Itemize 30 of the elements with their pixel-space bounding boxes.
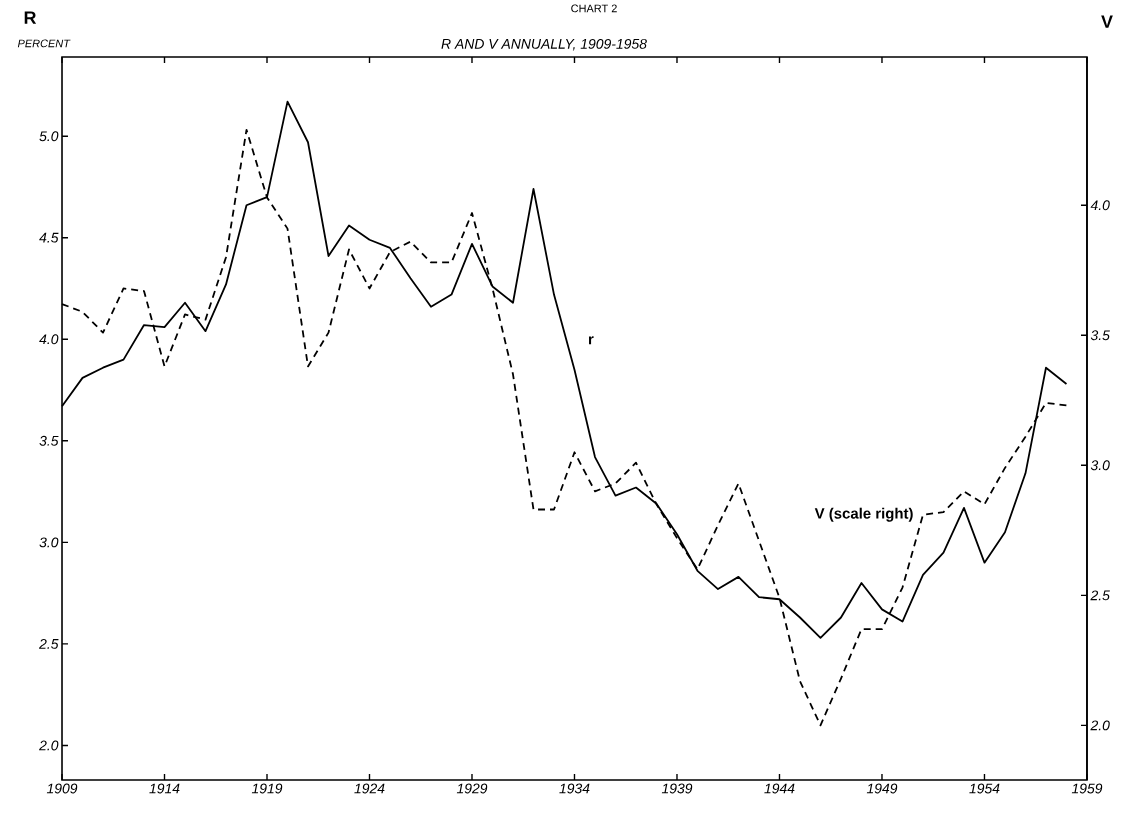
y-tick-label: 3.0 bbox=[39, 537, 59, 548]
x-tick-label: 1934 bbox=[559, 783, 590, 794]
y-tick-label: 5.0 bbox=[39, 131, 59, 142]
x-tick-label: 1954 bbox=[969, 783, 1000, 794]
x-tick-label: 1924 bbox=[354, 783, 385, 794]
x-tick-label: 1959 bbox=[1071, 783, 1103, 794]
y-tick-label: 2.5 bbox=[39, 638, 59, 649]
series-label: r bbox=[588, 336, 594, 345]
y2-tick-label: 4.0 bbox=[1090, 200, 1110, 211]
y2-tick-label: 3.0 bbox=[1090, 460, 1110, 471]
x-tick-label: 1949 bbox=[866, 783, 898, 794]
y2-axis-title: V bbox=[1101, 15, 1113, 28]
x-tick-label: 1929 bbox=[456, 783, 488, 794]
y2-tick-label: 2.5 bbox=[1090, 590, 1110, 601]
chart-title: CHART 2 bbox=[571, 4, 617, 13]
x-tick-label: 1914 bbox=[149, 783, 180, 794]
y-tick-label: 2.0 bbox=[39, 740, 59, 751]
chart-subtitle: R AND V ANNUALLY, 1909-1958 bbox=[441, 38, 647, 51]
x-tick-label: 1939 bbox=[661, 783, 693, 794]
text: PERCENT bbox=[17, 39, 71, 48]
y-tick-label: 4.5 bbox=[39, 232, 59, 243]
y2-tick-label: 3.5 bbox=[1090, 330, 1110, 341]
y2-tick-label: 2.0 bbox=[1090, 720, 1110, 731]
x-tick-label: 1944 bbox=[764, 783, 795, 794]
series-label: V (scale right) bbox=[814, 507, 913, 522]
x-tick-label: 1909 bbox=[46, 783, 78, 794]
x-tick-label: 1919 bbox=[251, 783, 283, 794]
y-tick-label: 4.0 bbox=[39, 334, 59, 345]
y-axis-title: R bbox=[24, 11, 37, 24]
y-tick-label: 3.5 bbox=[39, 435, 59, 446]
